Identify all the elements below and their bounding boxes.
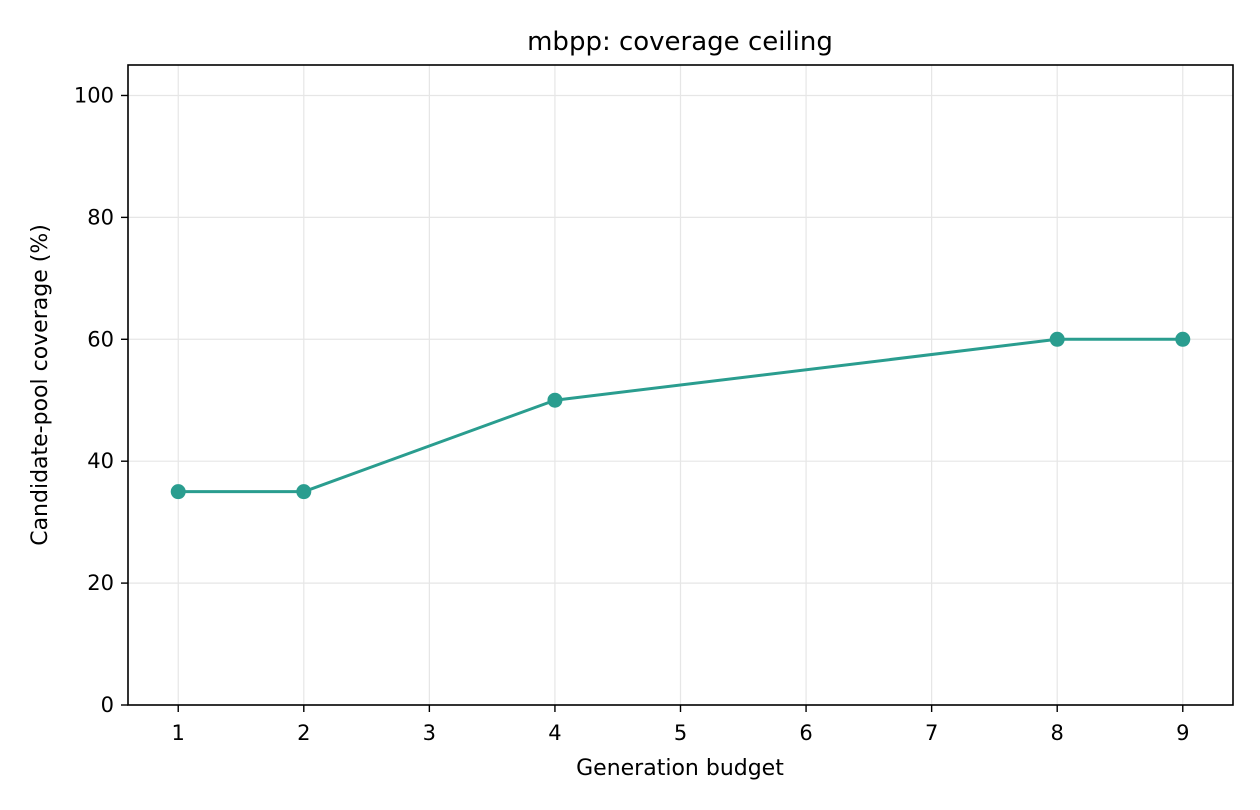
x-tick-label: 3 bbox=[423, 721, 436, 745]
data-point bbox=[1175, 331, 1191, 347]
x-tick-label: 9 bbox=[1176, 721, 1189, 745]
x-tick-label: 5 bbox=[674, 721, 687, 745]
data-point bbox=[1049, 331, 1065, 347]
x-tick-label: 2 bbox=[297, 721, 310, 745]
x-axis-label: Generation budget bbox=[576, 756, 784, 781]
axes bbox=[121, 64, 1234, 712]
y-tick-label: 100 bbox=[74, 83, 114, 107]
y-tick-label: 0 bbox=[101, 693, 114, 717]
data-point bbox=[547, 392, 563, 408]
x-tick-label: 6 bbox=[799, 721, 812, 745]
y-tick-label: 40 bbox=[87, 449, 114, 473]
y-tick-label: 80 bbox=[87, 205, 114, 229]
x-tick-label: 4 bbox=[548, 721, 561, 745]
y-tick-label: 20 bbox=[87, 571, 114, 595]
x-tick-label: 8 bbox=[1051, 721, 1064, 745]
chart-title: mbpp: coverage ceiling bbox=[527, 27, 833, 57]
data-point bbox=[170, 484, 186, 500]
x-tick-label: 7 bbox=[925, 721, 938, 745]
data-point bbox=[296, 484, 312, 500]
y-axis-label: Candidate-pool coverage (%) bbox=[28, 224, 53, 546]
y-tick-label: 60 bbox=[87, 327, 114, 351]
x-tick-label: 1 bbox=[172, 721, 185, 745]
tick-labels: 1 2 3 4 5 6 7 8 9 0 20 40 60 80 100 bbox=[74, 83, 1190, 745]
series-layer bbox=[170, 331, 1191, 500]
